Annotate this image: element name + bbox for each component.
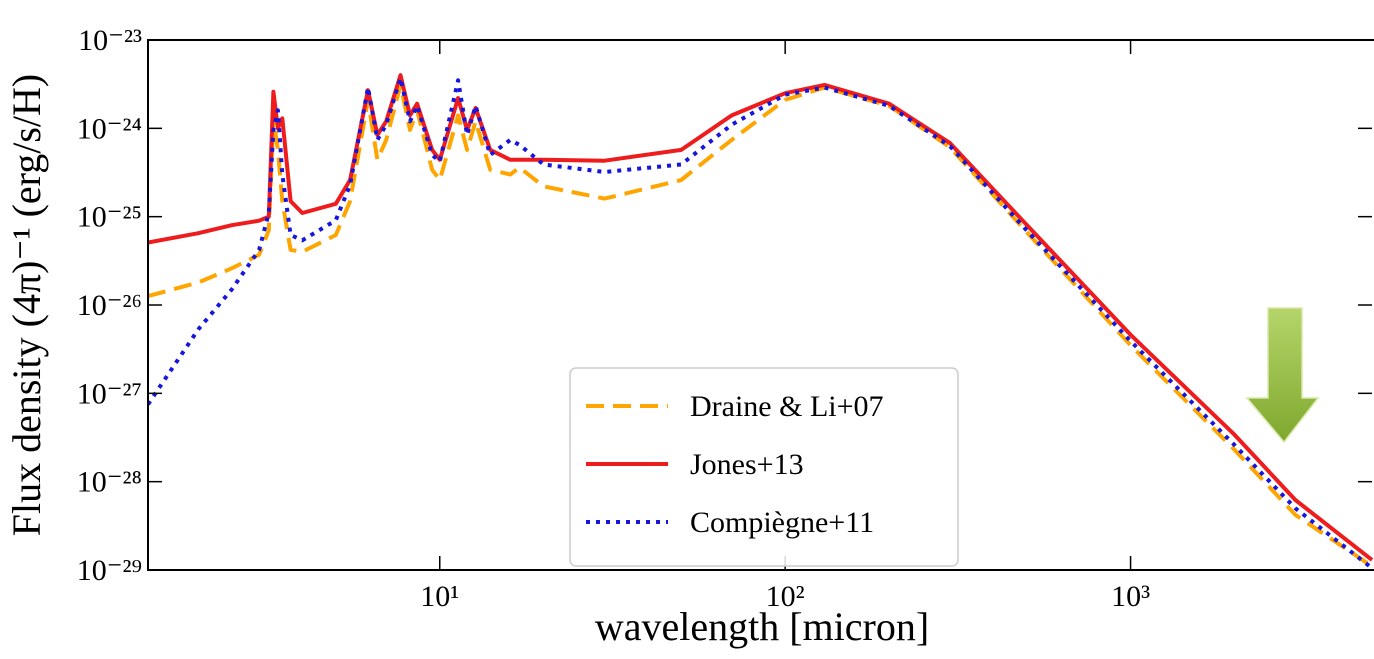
series-line (148, 76, 1374, 570)
plot-area (148, 73, 1374, 570)
y-tick-label: 10⁻²⁶ (77, 289, 142, 322)
legend: Draine & Li+07 Jones+13 Compiègne+11 (569, 367, 959, 567)
legend-label: Draine & Li+07 (690, 390, 884, 423)
y-tick-label: 10⁻²³ (78, 24, 142, 57)
y-axis-label: Flux density (4π)⁻¹ (erg/s/H) (4, 74, 49, 537)
legend-label: Jones+13 (690, 448, 804, 481)
y-tick-label: 10⁻²⁸ (77, 466, 142, 499)
x-tick-label: 10³ (1111, 580, 1150, 613)
series-line (148, 82, 1374, 568)
y-tick-label: 10⁻²⁵ (77, 201, 142, 234)
x-tick-label: 10² (766, 580, 805, 613)
y-tick-label: 10⁻²⁴ (77, 112, 142, 145)
legend-box (569, 367, 959, 567)
y-tick-label: 10⁻²⁷ (77, 377, 142, 410)
arrow (1245, 307, 1320, 444)
x-axis-label: wavelength [micron] (595, 604, 929, 649)
legend-label: Compiègne+11 (690, 506, 874, 539)
x-tick-label: 10¹ (420, 580, 459, 613)
y-tick-label: 10⁻²⁹ (77, 554, 142, 587)
